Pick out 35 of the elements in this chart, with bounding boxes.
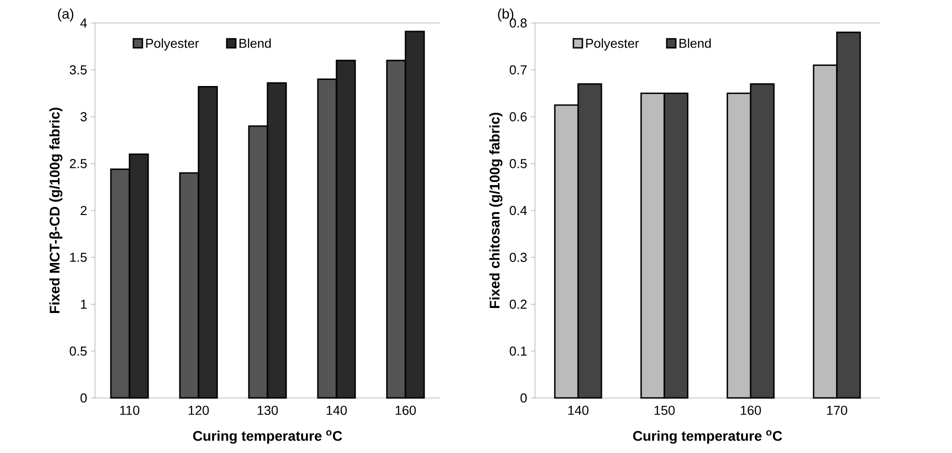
y-tick-label: 1.5 <box>70 252 87 262</box>
y-tick-label: 0 <box>80 393 87 403</box>
y-tick-label: 0.1 <box>510 346 527 356</box>
x-tick-label: 160 <box>396 406 416 415</box>
legend-label: Polyester <box>146 38 199 50</box>
x-axis-title: Curing temperature $^{o}$C <box>633 430 782 444</box>
y-tick-label: 4 <box>80 18 87 28</box>
y-tick-label: 1 <box>81 300 87 309</box>
y-tick-label: 0 <box>520 393 527 403</box>
y-tick-label: 3.5 <box>70 65 87 74</box>
x-tick-label: 170 <box>827 406 848 415</box>
y-tick-label: 0.5 <box>510 159 527 168</box>
y-axis-title: Fixed MCT-β-CD (g/100g fabric) <box>49 108 62 313</box>
legend-label: Polyester <box>586 38 639 50</box>
y-tick-label: 0.6 <box>510 112 527 122</box>
y-tick-label: 2.5 <box>70 159 87 168</box>
x-tick-label: 160 <box>740 406 761 415</box>
x-tick-label: 130 <box>258 406 278 415</box>
y-axis-title: Fixed chitosan (g/100g fabric) <box>489 112 502 308</box>
x-axis-title: Curing temperature $^{o}$C <box>193 430 342 444</box>
y-tick-label: 2 <box>80 206 87 216</box>
x-tick-label: 140 <box>326 406 347 415</box>
x-tick-label: 140 <box>568 406 588 415</box>
y-tick-label: 0.7 <box>510 65 527 74</box>
y-tick-label: 0.3 <box>510 252 527 262</box>
y-tick-label: 0.5 <box>70 346 87 356</box>
y-tick-label: 0.4 <box>510 206 527 216</box>
y-tick-label: 0.2 <box>510 300 527 309</box>
x-tick-label: 110 <box>120 406 140 415</box>
x-tick-label: 120 <box>188 406 209 415</box>
y-tick-label: 3 <box>80 112 87 122</box>
legend-label: Blend <box>240 38 271 48</box>
chart-title: (a) <box>58 8 74 22</box>
x-tick-label: 150 <box>654 406 675 415</box>
legend-label: Blend <box>680 38 711 48</box>
